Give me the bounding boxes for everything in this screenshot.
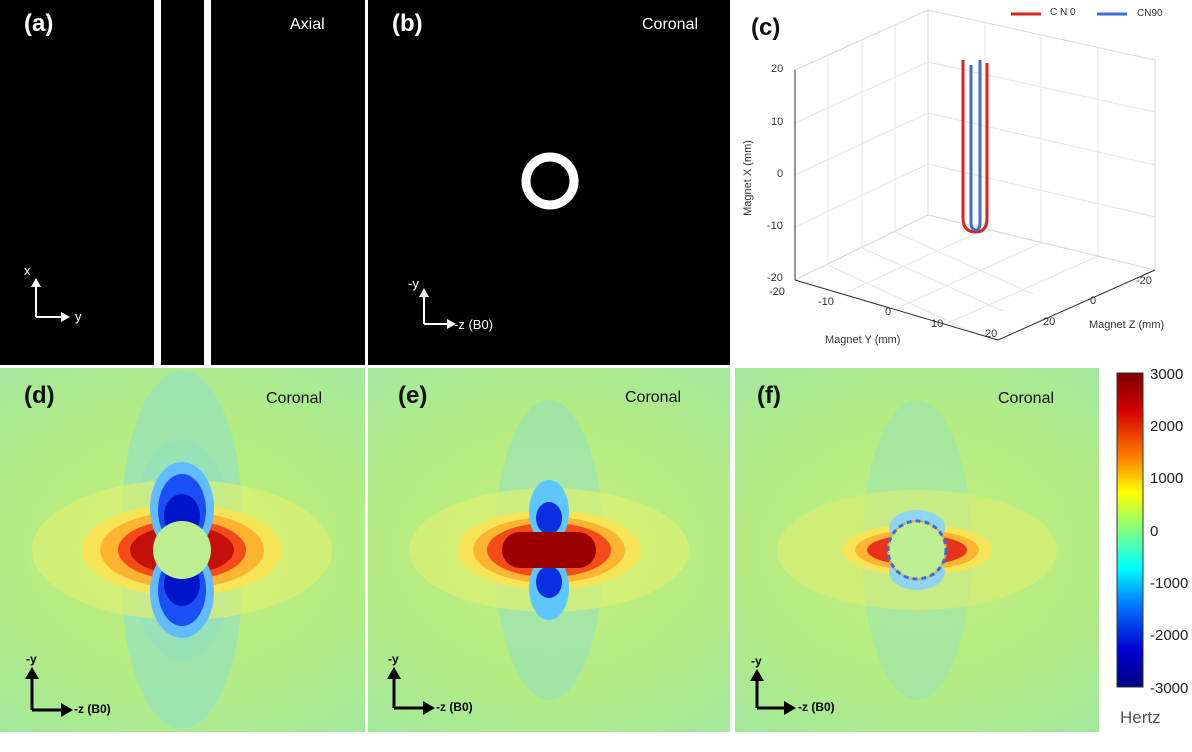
tick-x-10: 10 <box>771 116 784 128</box>
panel-d-axis-up: -y <box>26 652 37 666</box>
panel-b: (b) Coronal -y -z (B0) <box>368 0 730 365</box>
panel-f: (f) Coronal -y -z (B0) <box>735 368 1099 732</box>
field-map-f <box>777 400 1057 700</box>
tick-y-m20: -20 <box>769 286 785 298</box>
panel-e-label: (e) <box>398 382 428 409</box>
panel-e-axis-right: -z (B0) <box>436 700 473 714</box>
tick-z-0: 0 <box>1090 295 1097 307</box>
tick-y-10: 10 <box>931 318 944 330</box>
tick-y-20: 20 <box>985 328 998 340</box>
colorbar-tick-m2000: -2000 <box>1150 627 1189 644</box>
colorbar-tick-m1000: -1000 <box>1150 575 1189 592</box>
tick-x-20: 20 <box>771 63 784 75</box>
colorbar-tick-m3000: -3000 <box>1150 680 1189 697</box>
colorbar-tick-3000: 3000 <box>1150 366 1184 383</box>
xlabel-magnet-y: Magnet Y (mm) <box>825 334 901 346</box>
tick-x-m10: -10 <box>767 220 783 232</box>
panel-b-axis-up: -y <box>408 276 419 291</box>
colorbar-tick-2000: 2000 <box>1150 418 1184 435</box>
fiber-stripe-1 <box>154 0 161 365</box>
legend-cn0: C N 0 <box>1050 7 1076 18</box>
panel-d-axis-right: -z (B0) <box>74 702 111 716</box>
fiber-cross-section <box>521 152 579 210</box>
colorbar-unit: Hertz <box>1120 708 1161 727</box>
panel-c-label: (c) <box>751 14 781 41</box>
curve-cn0 <box>961 60 989 234</box>
panel-d-view: Coronal <box>266 390 323 407</box>
panel-a-axis-right: y <box>75 309 82 324</box>
field-map-e <box>409 400 689 700</box>
fiber-stripe-2 <box>204 0 211 365</box>
panel-a: (a) Axial x y <box>0 0 365 365</box>
tick-y-m10: -10 <box>818 296 834 308</box>
panel-e: (e) Coronal -y -z (B0) <box>368 368 730 732</box>
panel-b-label: (b) <box>392 10 423 37</box>
field-map-d <box>32 371 332 729</box>
panel-f-view: Coronal <box>998 390 1055 407</box>
panel-a-axes <box>31 278 70 322</box>
colorbar <box>1116 372 1144 688</box>
panel-f-axes <box>750 669 796 715</box>
ylabel-magnet-x: Magnet X (mm) <box>741 140 754 216</box>
tick-x-m20: -20 <box>767 272 783 284</box>
panel-a-view: Axial <box>290 16 325 33</box>
plot-3d <box>793 9 1157 341</box>
panel-e-axes <box>387 667 435 715</box>
zlabel-magnet-z: Magnet Z (mm) <box>1089 319 1165 331</box>
panel-d: (d) Coronal -y -z (B0) <box>0 368 365 732</box>
legend-cn90: CN90 <box>1137 8 1163 19</box>
curve-cn90 <box>969 60 982 232</box>
panel-d-label: (d) <box>24 382 55 409</box>
panel-a-axis-up: x <box>24 263 31 278</box>
tick-y-0: 0 <box>885 306 892 318</box>
panel-f-label: (f) <box>757 382 781 409</box>
panel-e-view: Coronal <box>625 389 682 406</box>
panel-b-axes <box>419 288 456 329</box>
panel-b-view: Coronal <box>642 16 699 33</box>
panel-c: (c) <box>733 0 1192 365</box>
tick-z-20: 20 <box>1043 316 1056 328</box>
panel-b-axis-right: -z (B0) <box>454 317 493 332</box>
panel-d-axes <box>25 667 73 717</box>
tick-z-m20: -20 <box>1136 275 1152 287</box>
panel-e-axis-up: -y <box>388 652 399 666</box>
colorbar-tick-0: 0 <box>1150 523 1159 540</box>
colorbar-tick-1000: 1000 <box>1150 470 1184 487</box>
panel-f-axis-right: -z (B0) <box>798 700 835 714</box>
panel-f-axis-up: -y <box>751 654 762 668</box>
tick-x-0: 0 <box>777 168 784 180</box>
panel-a-label: (a) <box>24 10 54 37</box>
